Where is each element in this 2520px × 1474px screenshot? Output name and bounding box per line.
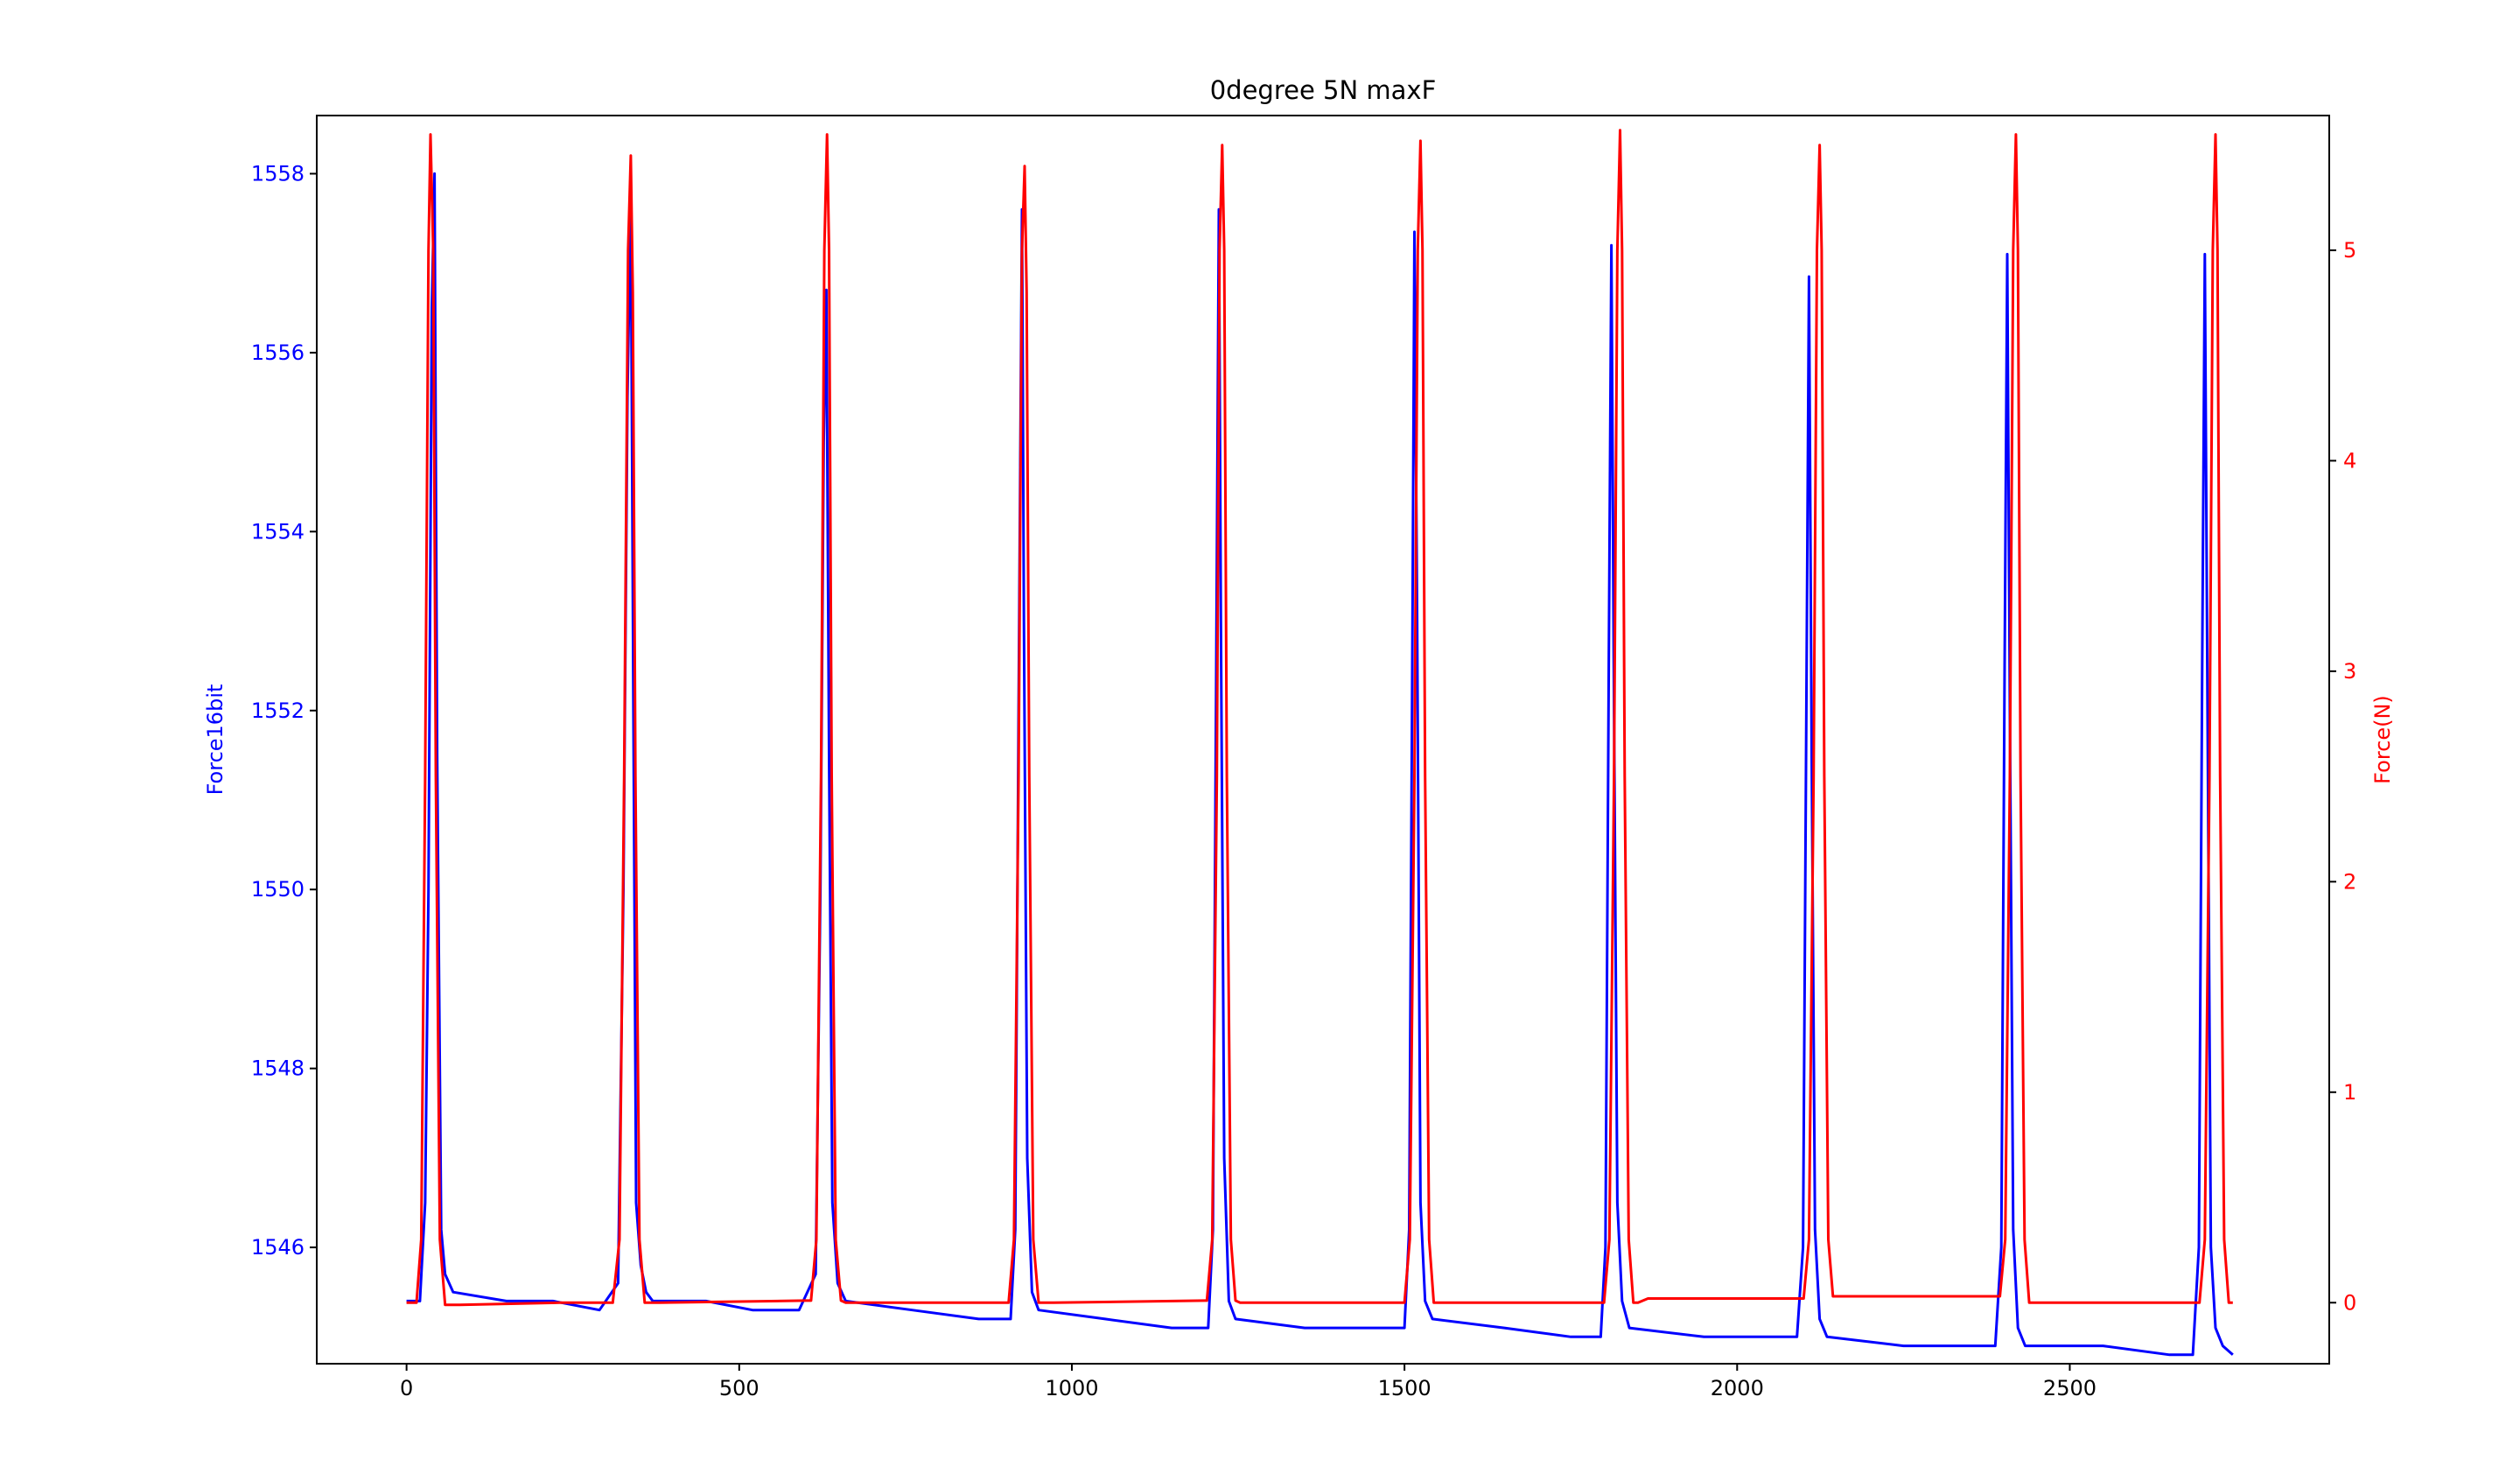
y-left-tick-label: 1556 [251, 340, 304, 365]
y-axis-left: 1546 1548 1550 1552 1554 1556 1558 [251, 161, 317, 1260]
x-tick-label: 2000 [1711, 1376, 1764, 1400]
y-right-tick-label: 2 [2343, 869, 2356, 894]
y-axis-right: 0 1 2 3 4 5 [2329, 238, 2356, 1315]
y-left-tick-label: 1548 [251, 1056, 304, 1081]
plot-frame [316, 115, 2330, 1365]
y-axis-right-label: Force(N) [2370, 695, 2395, 784]
y-left-tick-label: 1550 [251, 877, 304, 902]
y-left-tick-label: 1554 [251, 519, 304, 544]
y-right-tick-label: 5 [2343, 238, 2356, 263]
y-right-tick-label: 4 [2343, 448, 2356, 473]
x-tick-label: 2500 [2043, 1376, 2096, 1400]
y-right-tick-label: 1 [2343, 1080, 2356, 1105]
x-tick-label: 0 [400, 1376, 413, 1400]
y-axis-left-label: Force16bit [203, 684, 228, 796]
x-tick-label: 500 [719, 1376, 760, 1400]
x-tick-label: 1000 [1045, 1376, 1098, 1400]
y-left-tick-label: 1552 [251, 698, 304, 723]
y-left-tick-label: 1546 [251, 1235, 304, 1260]
y-right-tick-label: 0 [2343, 1290, 2356, 1315]
x-axis: 0 500 1000 1500 2000 2500 [400, 1364, 2096, 1400]
y-right-tick-label: 3 [2343, 659, 2356, 684]
series-line-right [406, 129, 2233, 1307]
series-layer [406, 129, 2234, 1357]
y-left-tick-label: 1558 [251, 161, 304, 186]
chart-title: 0degree 5N maxF [1210, 75, 1437, 105]
series-line-left [406, 172, 2234, 1357]
x-tick-label: 1500 [1378, 1376, 1432, 1400]
